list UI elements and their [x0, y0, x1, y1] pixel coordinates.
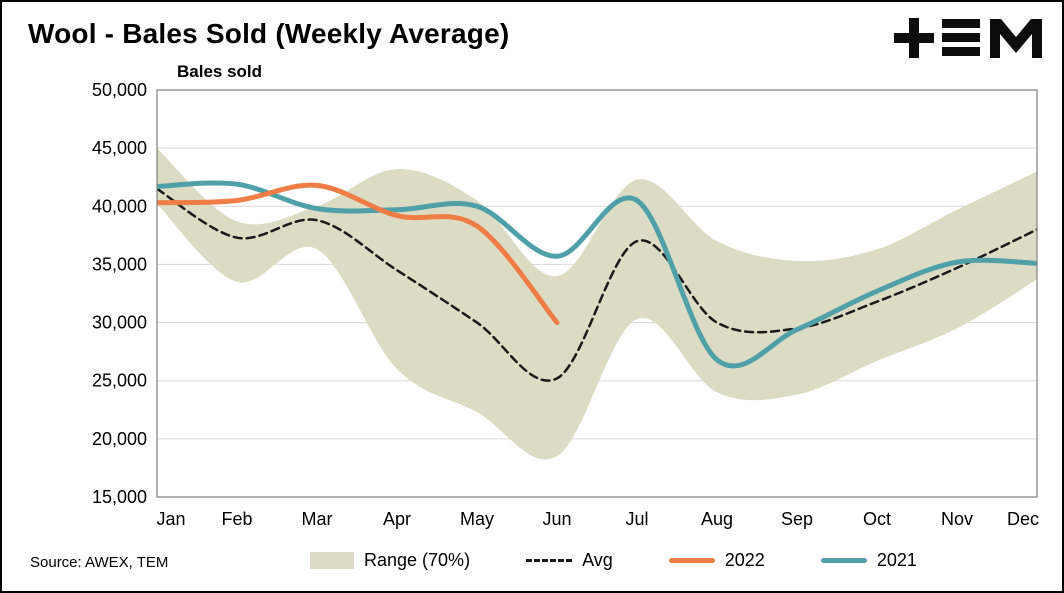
x-tick-label: Mar: [302, 509, 333, 529]
legend-label-2022: 2022: [724, 550, 765, 570]
x-tick-label: Jul: [625, 509, 648, 529]
series-2021-line: [157, 180, 1037, 369]
y-tick-label: 25,000: [92, 371, 147, 391]
series-2021-swatch-icon: [820, 558, 867, 563]
x-tick-label: Feb: [221, 509, 252, 529]
y-tick-label: 15,000: [92, 487, 147, 507]
avg-dashed-line-swatch-icon: [526, 559, 573, 562]
y-tick-label: 45,000: [92, 138, 147, 158]
chart-legend: Range (70%) Avg 2022 2021: [310, 550, 917, 571]
series-2022-swatch-icon: [668, 558, 715, 563]
x-tick-label: Oct: [863, 509, 891, 529]
legend-item-2022: 2022: [668, 550, 765, 571]
x-tick-label: Jun: [542, 509, 571, 529]
legend-label-avg: Avg: [582, 550, 613, 570]
x-tick-label: May: [460, 509, 494, 529]
x-tick-label: Sep: [781, 509, 813, 529]
x-tick-label: Apr: [383, 509, 411, 529]
legend-item-range: Range (70%): [310, 550, 470, 571]
series-2022-line: [157, 182, 560, 326]
x-tick-label: Dec: [1007, 509, 1039, 529]
x-tick-label: Nov: [941, 509, 973, 529]
legend-item-2021: 2021: [820, 550, 917, 571]
x-tick-label: Jan: [156, 509, 185, 529]
y-tick-label: 40,000: [92, 196, 147, 216]
y-axis-title: Bales sold: [177, 62, 263, 81]
legend-item-avg: Avg: [526, 550, 613, 571]
y-tick-label: 30,000: [92, 313, 147, 333]
y-tick-label: 35,000: [92, 254, 147, 274]
x-tick-label: Aug: [701, 509, 733, 529]
tem-logo-icon: [894, 18, 1042, 58]
y-tick-label: 20,000: [92, 429, 147, 449]
y-tick-label: 50,000: [92, 80, 147, 100]
series-avg-line: [157, 187, 1037, 382]
range-band-swatch-icon: [310, 552, 354, 569]
range-band: [157, 148, 1037, 460]
page-title: Wool - Bales Sold (Weekly Average): [28, 18, 510, 49]
plot-frame: [156, 89, 1038, 498]
legend-label-2021: 2021: [876, 550, 917, 570]
legend-label-range: Range (70%): [364, 550, 471, 570]
source-note: Source: AWEX, TEM: [30, 554, 169, 571]
